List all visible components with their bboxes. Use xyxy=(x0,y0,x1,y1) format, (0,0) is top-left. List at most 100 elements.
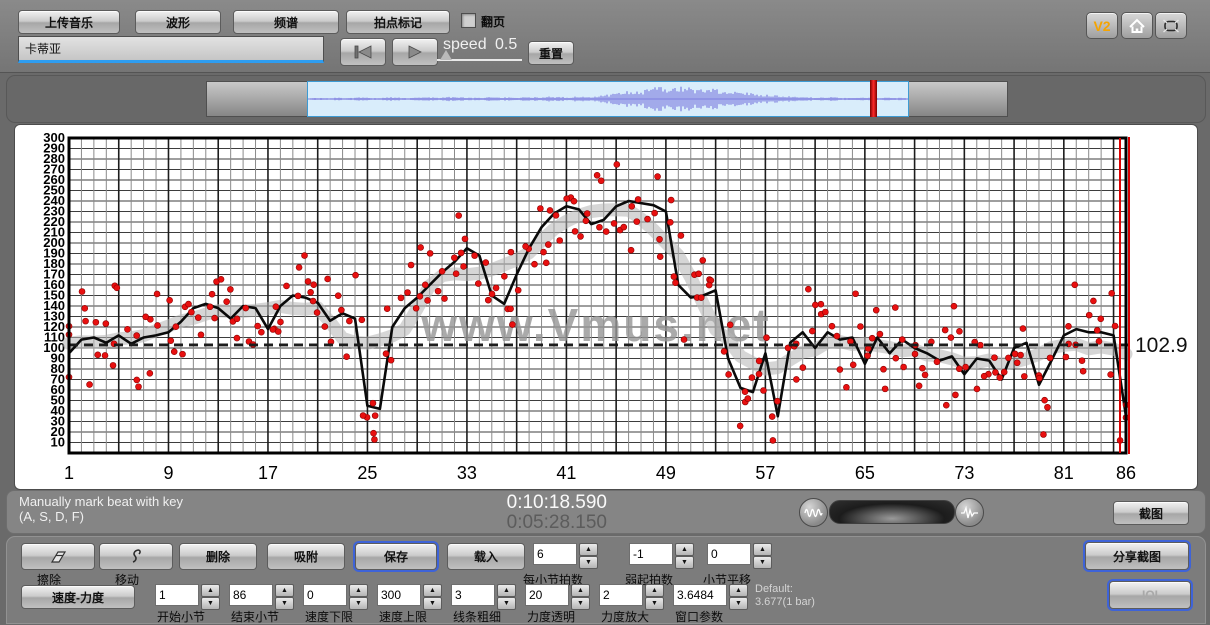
spin-down-icon[interactable]: ▼ xyxy=(645,597,664,610)
dynamics-gain-label: 力度放大 xyxy=(601,610,650,624)
fullscreen-icon xyxy=(1163,18,1179,33)
svg-text:10: 10 xyxy=(51,435,65,450)
screenshot-button[interactable]: 截图 xyxy=(1113,501,1189,525)
waveform-sparse-icon[interactable] xyxy=(955,498,984,527)
dynamics-gain-spinner[interactable]: ▲▼ xyxy=(599,584,664,610)
speed-slider-track[interactable] xyxy=(437,59,522,61)
v2-version-button[interactable]: V2 xyxy=(1086,12,1118,39)
svg-text:73: 73 xyxy=(954,463,974,483)
tempo-max-spinner[interactable]: ▲▼ xyxy=(377,584,442,610)
svg-text:180: 180 xyxy=(43,256,65,271)
line-thickness-label: 线条粗细 xyxy=(453,610,502,624)
start-measure-value[interactable] xyxy=(155,584,199,606)
waveform-view-button[interactable]: 波形 xyxy=(135,10,221,34)
tempo-dynamics-chart[interactable]: 1020304050607080901001101201301401501601… xyxy=(15,125,1195,487)
overview-strip[interactable] xyxy=(206,80,1008,117)
svg-text:90: 90 xyxy=(51,351,65,366)
spin-down-icon[interactable]: ▼ xyxy=(675,556,694,569)
spin-down-icon[interactable]: ▼ xyxy=(753,556,772,569)
end-measure-value[interactable] xyxy=(229,584,273,606)
dynamics-opacity-spinner[interactable]: ▲▼ xyxy=(525,584,590,610)
load-button[interactable]: 载入 xyxy=(447,543,525,570)
spin-up-icon[interactable]: ▲ xyxy=(497,584,516,597)
share-screenshot-button[interactable]: 分享截图 xyxy=(1085,542,1189,570)
upload-music-button[interactable]: 上传音乐 xyxy=(18,10,120,34)
erase-tool-button[interactable] xyxy=(21,543,95,570)
tempo-dynamics-mode-button[interactable]: 速度-力度 xyxy=(21,585,135,609)
svg-text:100: 100 xyxy=(43,340,65,355)
waveform-dense-icon[interactable] xyxy=(799,498,828,527)
save-button[interactable]: 保存 xyxy=(355,543,437,570)
ioi-button[interactable]: IOI xyxy=(1109,581,1191,609)
spin-up-icon[interactable]: ▲ xyxy=(201,584,220,597)
speed-slider-thumb[interactable] xyxy=(440,50,452,60)
end-measure-spinner[interactable]: ▲▼ xyxy=(229,584,294,610)
measure-shift-value[interactable] xyxy=(707,543,751,565)
tempo-max-value[interactable] xyxy=(377,584,421,606)
delete-button[interactable]: 删除 xyxy=(179,543,257,570)
window-param-value[interactable] xyxy=(673,584,727,606)
tempo-max-label: 速度上限 xyxy=(379,610,428,624)
snap-button[interactable]: 吸附 xyxy=(267,543,345,570)
start-measure-label: 开始小节 xyxy=(157,610,206,624)
beat-mark-button[interactable]: 拍点标记 xyxy=(346,10,450,34)
time-secondary: 0:05:28.150 xyxy=(506,512,607,533)
tempo-min-value[interactable] xyxy=(303,584,347,606)
status-bar: Manually mark beat with key (A, S, D, F)… xyxy=(6,490,1206,534)
spin-up-icon[interactable]: ▲ xyxy=(349,584,368,597)
line-thickness-spinner[interactable]: ▲▼ xyxy=(451,584,516,610)
spin-down-icon[interactable]: ▼ xyxy=(497,597,516,610)
pickup-beats-value[interactable] xyxy=(629,543,673,565)
spin-up-icon[interactable]: ▲ xyxy=(571,584,590,597)
spin-up-icon[interactable]: ▲ xyxy=(645,584,664,597)
line-thickness-value[interactable] xyxy=(451,584,495,606)
overview-selection[interactable] xyxy=(307,81,909,117)
spin-up-icon[interactable]: ▲ xyxy=(675,543,694,556)
spectrum-view-button[interactable]: 频谱 xyxy=(233,10,339,34)
measure-shift-spinner[interactable]: ▲▼ xyxy=(707,543,772,569)
svg-text:50: 50 xyxy=(51,393,65,408)
svg-text:20: 20 xyxy=(51,424,65,439)
spin-down-icon[interactable]: ▼ xyxy=(349,597,368,610)
fullscreen-button[interactable] xyxy=(1155,12,1187,39)
spin-down-icon[interactable]: ▼ xyxy=(201,597,220,610)
dynamics-opacity-value[interactable] xyxy=(525,584,569,606)
svg-text:240: 240 xyxy=(43,193,65,208)
spin-up-icon[interactable]: ▲ xyxy=(579,543,598,556)
window-param-spinner[interactable]: ▲▼ xyxy=(673,584,748,610)
chart-panel: 10 20 30 40 50 60 70 80 90 100 110 120 130 140 150 160 1… xyxy=(14,124,1198,490)
spin-up-icon[interactable]: ▲ xyxy=(753,543,772,556)
v2-label: V2 xyxy=(1093,17,1111,34)
skip-to-start-button[interactable] xyxy=(340,38,386,66)
svg-text:220: 220 xyxy=(43,214,65,229)
home-icon xyxy=(1129,18,1145,33)
page-turn-checkbox[interactable] xyxy=(461,13,476,28)
position-slider[interactable] xyxy=(829,500,955,524)
pickup-beats-spinner[interactable]: ▲▼ xyxy=(629,543,694,569)
dynamics-gain-value[interactable] xyxy=(599,584,643,606)
svg-text:280: 280 xyxy=(43,151,65,166)
play-icon xyxy=(408,45,422,59)
spin-up-icon[interactable]: ▲ xyxy=(275,584,294,597)
spin-up-icon[interactable]: ▲ xyxy=(729,584,748,597)
move-tool-button[interactable] xyxy=(99,543,173,570)
spin-down-icon[interactable]: ▼ xyxy=(579,556,598,569)
tempo-min-spinner[interactable]: ▲▼ xyxy=(303,584,368,610)
overview-playhead[interactable] xyxy=(870,80,877,117)
spin-up-icon[interactable]: ▲ xyxy=(423,584,442,597)
svg-text:60: 60 xyxy=(51,382,65,397)
spin-down-icon[interactable]: ▼ xyxy=(423,597,442,610)
home-button[interactable] xyxy=(1121,12,1153,39)
beats-per-measure-value[interactable] xyxy=(533,543,577,565)
svg-text:102.9: 102.9 xyxy=(1135,334,1188,357)
start-measure-spinner[interactable]: ▲▼ xyxy=(155,584,220,610)
svg-text:120: 120 xyxy=(43,319,65,334)
spin-down-icon[interactable]: ▼ xyxy=(275,597,294,610)
reset-button[interactable]: 重置 xyxy=(528,41,574,65)
play-button[interactable] xyxy=(392,38,438,66)
beats-per-measure-spinner[interactable]: ▲▼ xyxy=(533,543,598,569)
spin-down-icon[interactable]: ▼ xyxy=(571,597,590,610)
track-name-input[interactable] xyxy=(18,36,324,63)
pickup-beats-label: 弱起拍数 xyxy=(625,573,674,587)
spin-down-icon[interactable]: ▼ xyxy=(729,597,748,610)
